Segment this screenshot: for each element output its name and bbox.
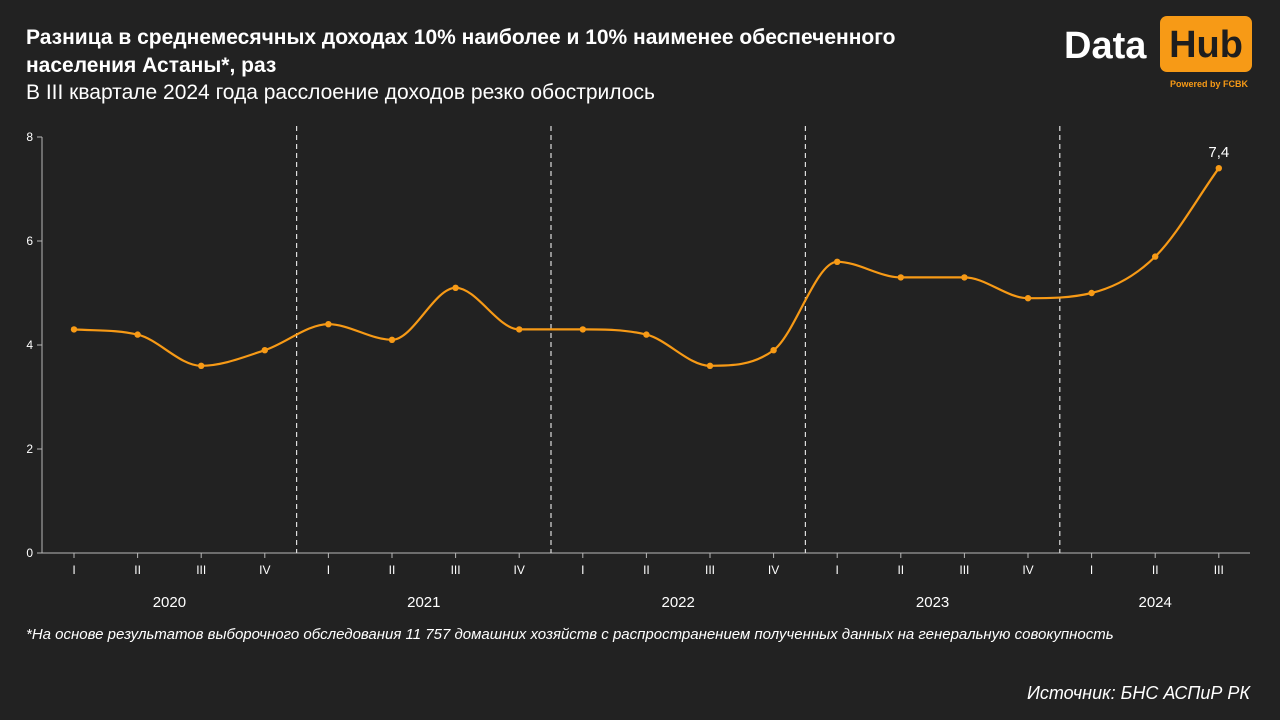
logo-powered-text: Powered by FCBK bbox=[1169, 79, 1248, 89]
data-point bbox=[643, 331, 650, 338]
data-point bbox=[961, 274, 968, 281]
x-tick-label: I bbox=[1090, 563, 1093, 577]
footnote: *На основе результатов выборочного обсле… bbox=[26, 626, 1114, 643]
x-tick-label: IV bbox=[259, 563, 270, 577]
y-tick-label: 6 bbox=[26, 234, 33, 248]
x-tick-label: I bbox=[72, 563, 75, 577]
data-point bbox=[134, 331, 141, 338]
data-point bbox=[834, 258, 841, 265]
data-point bbox=[1024, 295, 1032, 302]
data-point bbox=[388, 336, 396, 343]
data-point bbox=[1215, 165, 1223, 172]
data-point bbox=[770, 347, 777, 354]
y-tick-label: 2 bbox=[26, 442, 33, 456]
data-point bbox=[198, 362, 205, 369]
data-point bbox=[261, 347, 268, 354]
x-tick-label: IV bbox=[768, 563, 779, 577]
year-label: 2024 bbox=[1139, 594, 1172, 611]
year-label: 2020 bbox=[153, 594, 186, 611]
x-tick-label: III bbox=[959, 563, 969, 577]
y-tick-label: 4 bbox=[26, 338, 33, 352]
x-tick-label: II bbox=[1152, 563, 1159, 577]
data-point bbox=[70, 326, 78, 333]
y-tick-label: 0 bbox=[26, 546, 33, 560]
x-tick-label: II bbox=[134, 563, 141, 577]
data-point bbox=[897, 274, 904, 281]
logo-hub-text: Hub bbox=[1160, 16, 1252, 72]
x-tick-label: II bbox=[643, 563, 650, 577]
logo-data-text: Data bbox=[1064, 25, 1147, 67]
chart-title: Разница в среднемесячных доходах 10% наи… bbox=[26, 26, 896, 77]
data-point bbox=[579, 326, 586, 333]
x-tick-label: I bbox=[836, 563, 839, 577]
y-tick-label: 8 bbox=[26, 130, 33, 144]
x-tick-label: III bbox=[705, 563, 715, 577]
source-note: Источник: БНС АСПиР РК bbox=[1027, 683, 1250, 703]
year-label: 2021 bbox=[407, 594, 440, 611]
x-tick-label: I bbox=[327, 563, 330, 577]
data-point bbox=[452, 284, 459, 291]
chart-subtitle: В III квартале 2024 года расслоение дохо… bbox=[26, 81, 655, 104]
x-tick-label: III bbox=[451, 563, 461, 577]
data-point bbox=[1152, 253, 1159, 260]
data-point bbox=[706, 362, 714, 369]
year-label: 2023 bbox=[916, 594, 949, 611]
x-tick-label: II bbox=[389, 563, 396, 577]
data-point bbox=[325, 321, 332, 328]
data-point bbox=[516, 326, 523, 333]
data-label: 7,4 bbox=[1208, 144, 1229, 161]
x-tick-label: III bbox=[196, 563, 206, 577]
x-tick-label: IV bbox=[514, 563, 525, 577]
x-tick-label: IV bbox=[1022, 563, 1033, 577]
year-label: 2022 bbox=[662, 594, 695, 611]
x-tick-label: III bbox=[1214, 563, 1224, 577]
datahub-logo: Data Hub Powered by FCBK bbox=[1064, 16, 1254, 94]
x-tick-label: II bbox=[897, 563, 904, 577]
x-tick-label: I bbox=[581, 563, 584, 577]
data-point bbox=[1088, 289, 1095, 297]
